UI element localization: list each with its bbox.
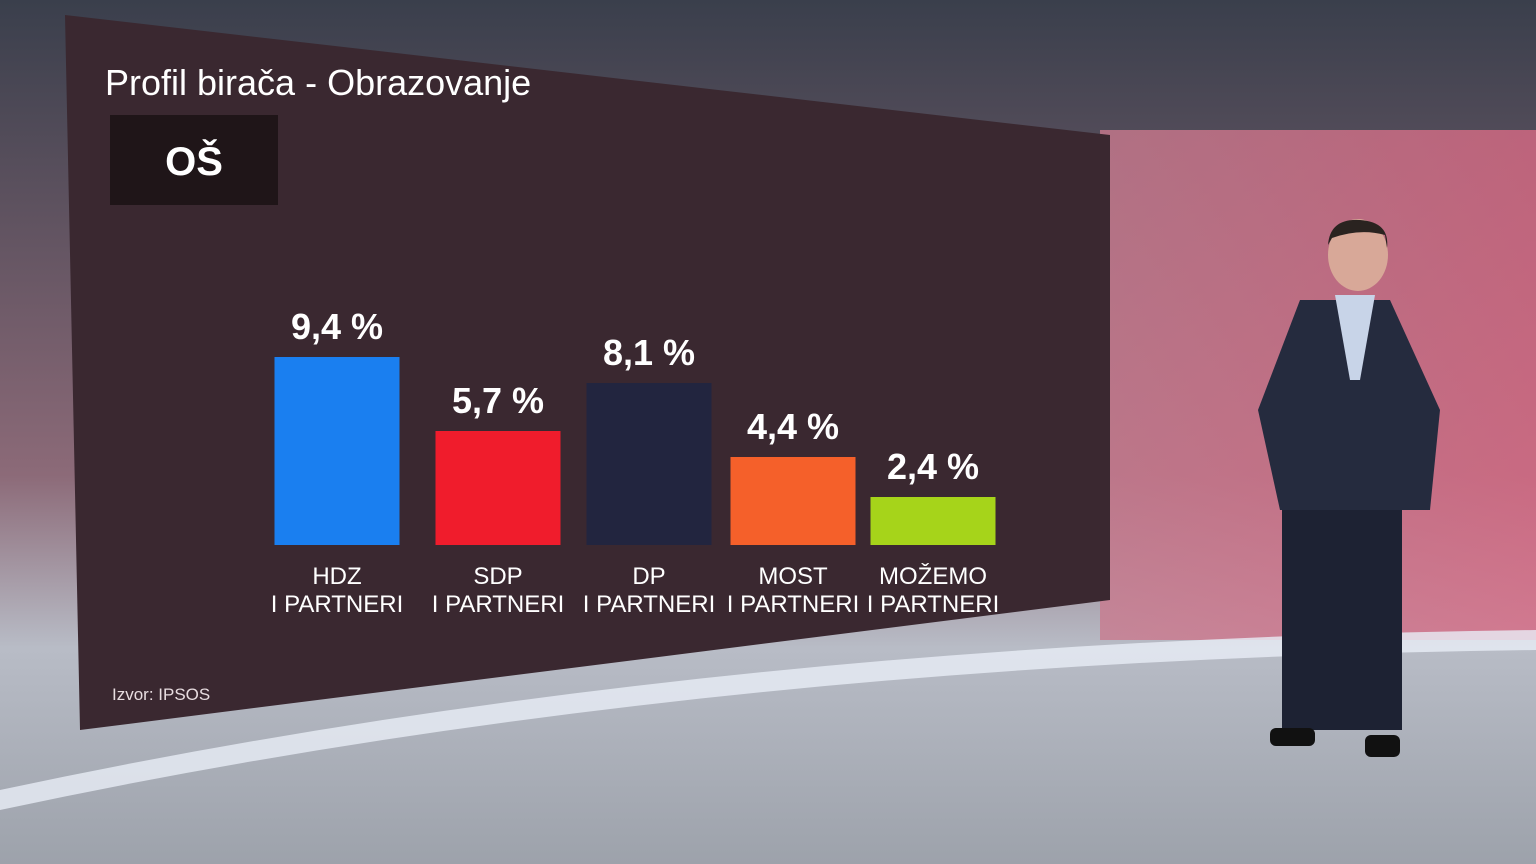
bar: [730, 457, 856, 545]
category-label: MOŽEMO I PARTNERI: [866, 563, 1000, 618]
bar: [870, 497, 996, 545]
value-label: 9,4 %: [291, 306, 383, 347]
value-label: 2,4 %: [887, 446, 979, 487]
chart-title: Profil birača - Obrazovanje: [105, 62, 531, 103]
category-label: SDP I PARTNERI: [431, 563, 565, 618]
chart-subtitle: OŠ: [165, 138, 223, 184]
bar: [435, 431, 561, 545]
value-label: 4,4 %: [747, 406, 839, 447]
value-label: 5,7 %: [452, 380, 544, 421]
bar: [586, 383, 712, 545]
category-label: DP I PARTNERI: [582, 563, 716, 618]
presenter: [1258, 219, 1440, 757]
chart-panel: [65, 15, 1110, 730]
subtitle-box: [110, 115, 278, 205]
category-label: HDZ I PARTNERI: [270, 563, 404, 618]
category-label: MOST I PARTNERI: [726, 563, 860, 618]
source: Izvor: IPSOS: [112, 685, 210, 704]
bar: [274, 357, 400, 545]
value-label: 8,1 %: [603, 332, 695, 373]
